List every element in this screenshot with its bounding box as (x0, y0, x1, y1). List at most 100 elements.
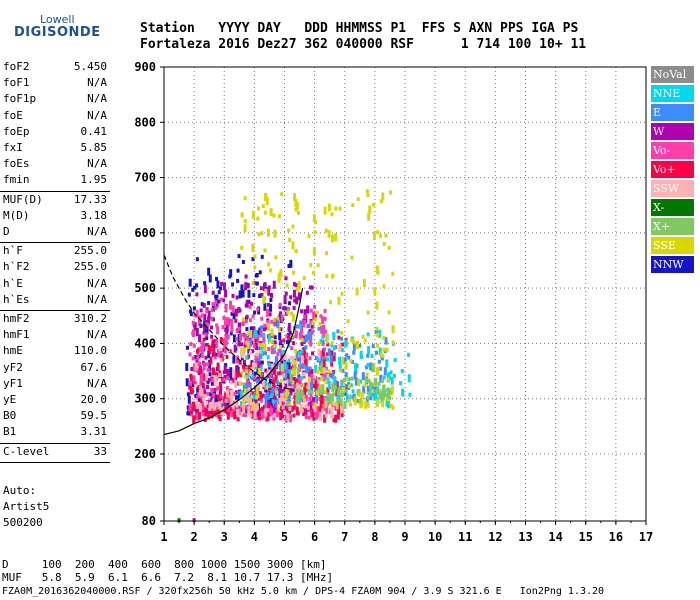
echo-point (375, 301, 379, 310)
legend-item: SSW (651, 180, 694, 197)
echo-point (325, 274, 329, 279)
echo-point (208, 367, 212, 372)
echo-point (202, 362, 206, 371)
y-tick-label: 800 (134, 115, 156, 129)
echo-point (244, 319, 248, 324)
echo-point (371, 363, 375, 368)
param-row: B1 3.31 (3, 425, 107, 441)
echo-point (290, 311, 294, 316)
echo-point (369, 362, 373, 371)
echo-point (202, 405, 206, 410)
echo-point (230, 396, 234, 405)
echo-point (228, 349, 232, 354)
echo-point (267, 285, 271, 290)
param-value: N/A (87, 276, 107, 290)
echo-point (205, 400, 209, 405)
param-value: 5.450 (73, 60, 107, 73)
echo-point (284, 383, 288, 392)
param-row: foE N/A (3, 109, 107, 125)
echo-point (283, 351, 287, 360)
echo-point (283, 295, 287, 304)
echo-point (375, 265, 379, 274)
echo-point (310, 380, 314, 385)
echo-point (343, 357, 347, 362)
echo-point (219, 357, 223, 362)
echo-point (267, 334, 271, 343)
echo-point (307, 323, 311, 328)
echo-point (259, 380, 263, 385)
echo-point (382, 347, 386, 352)
echo-point (254, 341, 258, 350)
echo-point (328, 381, 332, 390)
distance-scale: D 100 200 400 600 800 1000 1500 3000 [km… (2, 558, 327, 571)
echo-point (359, 379, 363, 384)
echo-point (258, 360, 262, 369)
echo-point (298, 324, 302, 329)
echo-point (272, 408, 276, 417)
echo-point (287, 264, 291, 269)
echo-point (234, 395, 238, 404)
echo-point (341, 356, 345, 365)
echo-point (192, 343, 196, 348)
echo-point (257, 357, 261, 362)
echo-point (319, 390, 323, 395)
param-value: 110.0 (73, 344, 107, 358)
echo-point (205, 343, 209, 348)
echo-point (302, 323, 306, 328)
echo-point (280, 343, 284, 348)
echo-point (253, 310, 257, 315)
echo-point (251, 281, 255, 286)
echo-point (277, 348, 281, 353)
param-label: h`F2 (3, 260, 30, 274)
echo-point (244, 274, 248, 279)
echo-point (305, 394, 309, 399)
echo-point (250, 360, 254, 365)
echo-point (289, 387, 293, 396)
echo-point (256, 307, 260, 312)
legend-item: W (651, 123, 694, 140)
echo-point (210, 334, 214, 339)
echo-point (257, 232, 261, 237)
echo-point (309, 285, 313, 290)
echo-point (196, 386, 200, 395)
echo-point (200, 349, 204, 358)
echo-point (238, 290, 242, 299)
echo-point (210, 410, 214, 415)
param-label: foF2 (3, 60, 30, 73)
echo-point (341, 342, 345, 347)
echo-point (224, 363, 228, 368)
echo-point (279, 339, 283, 344)
echo-point (231, 305, 235, 314)
echo-point (298, 363, 302, 372)
echo-point (319, 384, 323, 393)
echo-point (194, 383, 198, 388)
echo-point (282, 408, 286, 413)
echo-point (232, 334, 236, 343)
echo-point (316, 263, 320, 268)
echo-point (237, 254, 241, 259)
param-label: h`F (3, 244, 23, 258)
echo-point (233, 411, 237, 420)
echo-point (254, 329, 258, 338)
echo-point (209, 398, 213, 403)
echo-point (263, 248, 267, 253)
echo-point (252, 344, 256, 349)
echo-point (210, 387, 214, 392)
echo-point (304, 410, 308, 415)
echo-point (189, 410, 193, 415)
echo-point (192, 306, 196, 311)
echo-point (194, 362, 198, 371)
echo-point (352, 342, 356, 351)
echo-point (386, 397, 390, 402)
echo-point (260, 316, 264, 321)
echo-point (201, 382, 205, 387)
echo-point (358, 343, 362, 348)
echo-point (290, 407, 294, 412)
echo-point (244, 340, 248, 345)
echo-point (233, 401, 237, 406)
echo-point (324, 251, 328, 256)
echo-point (281, 412, 285, 417)
echo-point (270, 393, 274, 398)
echo-point (201, 346, 205, 351)
echo-point (208, 372, 212, 377)
